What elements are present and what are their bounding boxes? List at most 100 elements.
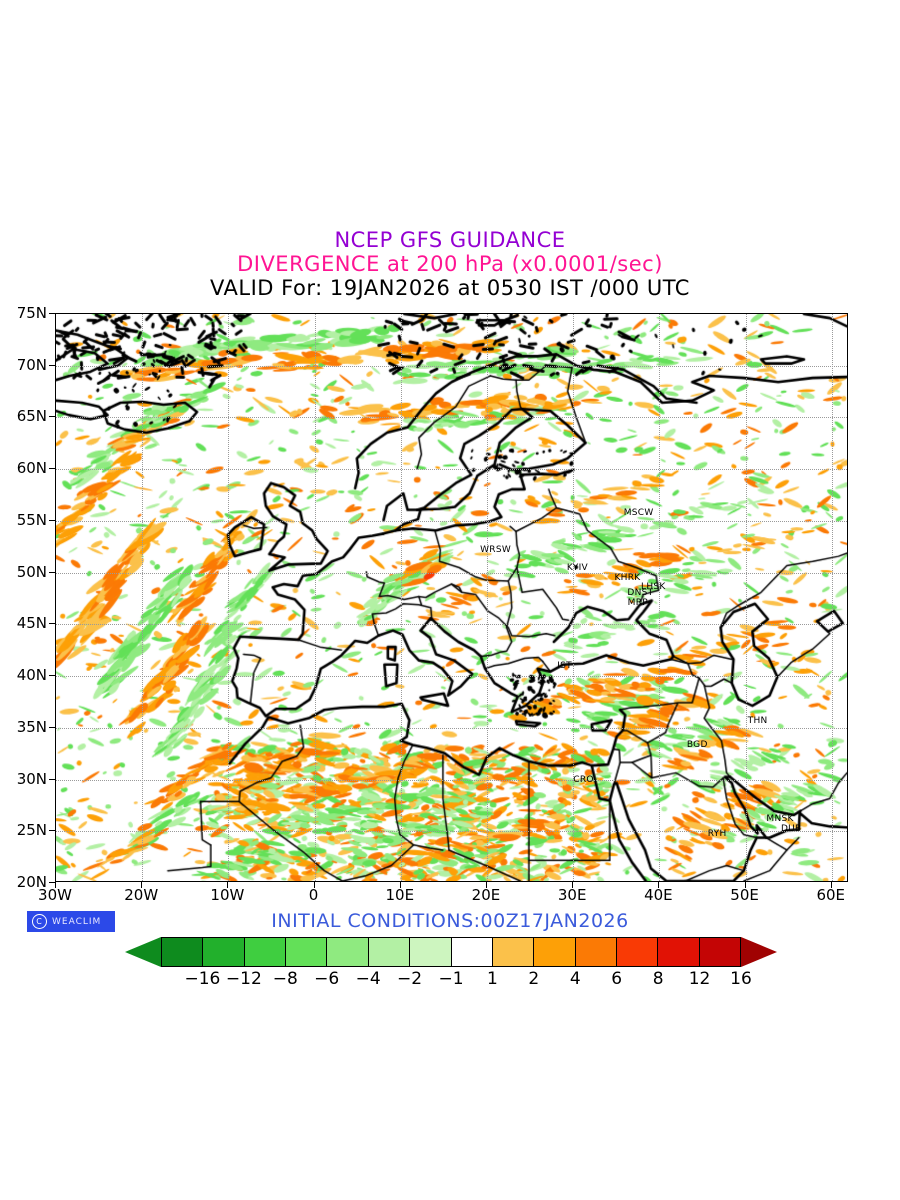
x-tick-mark [744,882,746,888]
x-tick-label: 20W [124,886,159,904]
colorbar-tick-label: −6 [314,969,340,989]
colorbar-cell [658,938,700,966]
x-tick-label: 10E [385,886,415,904]
grid-line-lon [142,314,144,881]
x-tick-label: 50E [730,886,759,904]
x-tick-mark [55,882,56,888]
y-tick-label: 30N [16,769,47,788]
y-tick-mark [49,364,55,366]
y-tick-label: 25N [16,821,47,840]
title-variable-line: DIVERGENCE at 200 hPa (x0.0001/sec) [237,252,663,276]
city-label: THN [747,715,768,726]
x-tick-mark [572,882,574,888]
colorbar-tick-label: 12 [688,969,711,989]
y-tick-mark [49,882,55,883]
city-label: KYIV [566,563,589,574]
y-tick-mark [49,468,55,470]
x-tick-label: 60E [816,886,846,904]
y-tick-label: 35N [16,717,47,736]
colorbar-tick-labels: −16 −12 −8 −6 −4 −2 −1 1 2 4 6 8 12 16 [161,969,751,993]
colorbar-cell [492,938,535,966]
colorbar-cell [699,938,741,966]
x-tick-mark [313,882,315,888]
x-tick-mark [227,882,229,888]
grid-line-lat [56,572,847,574]
x-tick-mark [658,882,660,888]
y-tick-label: 55N [16,510,47,529]
y-axis-latitude: 75N 70N 65N 60N 55N 50N 45N 40N 35N 30N 25N 20N [0,304,55,891]
x-tick-label: 30E [557,886,587,904]
colorbar-tick-label: −8 [272,969,298,989]
x-tick-mark [141,882,143,888]
y-tick-label: 65N [16,407,47,426]
grid-line-lat [56,417,847,419]
title-model-line: NCEP GFS GUIDANCE [334,228,566,252]
y-tick-mark [49,830,55,832]
weaclim-logo-text: WEACLIM [52,916,102,927]
x-tick-mark [399,882,401,888]
city-label: CRO [573,774,594,785]
colorbar-cell [286,938,328,966]
grid-line-lat [56,727,847,729]
city-label: MRP [627,597,648,608]
grid-line-lon [831,314,833,881]
city-label: IST [557,660,572,671]
colorbar-tick-label: −16 [184,969,221,989]
divergence-field-canvas [56,314,847,881]
city-label: KHRK [614,572,641,583]
colorbar-cells [161,937,741,967]
x-tick-label: 30W [38,886,72,904]
y-tick-mark [49,623,55,625]
colorbar-cell [410,938,452,966]
colorbar-arrow-min [125,937,161,967]
y-tick-label: 50N [16,562,47,581]
initial-conditions-label: INITIAL CONDITIONS:00Z17JAN2026 [271,910,629,932]
grid-line-lat [56,831,847,833]
colorbar-tick-label: 8 [652,969,664,989]
city-label: MNSK [766,813,794,824]
y-tick-label: 70N [16,355,47,374]
colorbar-cell [162,938,204,966]
grid-line-lon [745,314,747,881]
y-tick-label: 20N [16,873,47,891]
y-tick-mark [49,726,55,728]
colorbar-cell [203,938,245,966]
colorbar-tick-label: 1 [487,969,498,989]
grid-line-lat [56,779,847,781]
colorbar-cell [244,938,287,966]
y-tick-label: 45N [16,614,47,633]
colorbar-tick-label: 2 [528,969,540,989]
x-tick-mark [830,882,832,888]
y-tick-label: 60N [16,459,47,478]
x-tick-label: 10W [210,886,245,904]
colorbar-cell [368,938,411,966]
colorbar-tick-label: −1 [438,969,464,989]
y-tick-label: 75N [16,304,47,322]
city-label: DUB [780,824,802,835]
colorbar-cell [327,938,369,966]
x-tick-label: 0 [308,886,319,904]
y-tick-mark [49,313,55,314]
map-plot-area[interactable]: MSCW WRSW KYIV KHRK LHSK DNST MRP IST THN BGD CRO M… [55,313,848,882]
x-tick-label: 40E [644,886,673,904]
colorbar-tick-label: −2 [397,969,423,989]
city-label: BGD [686,740,708,751]
copyright-icon: C [32,914,47,929]
y-tick-mark [49,778,55,780]
x-axis-longitude: 30W 20W 10W 0 10E 20E 30E 40E 50E 60E [38,882,848,912]
y-tick-label: 40N [16,666,47,685]
colorbar-tick-label: 4 [569,969,581,989]
grid-line-lat [56,520,847,522]
grid-line-lon [400,314,402,881]
weaclim-logo: C WEACLIM [27,911,115,932]
colorbar-arrow-max [741,937,777,967]
colorbar-tick-label: −4 [355,969,381,989]
grid-line-lon [228,314,230,881]
colorbar-cell [616,938,659,966]
y-tick-mark [49,416,55,418]
grid-line-lon [486,314,488,881]
grid-line-lat [56,676,847,678]
colorbar-tick-label: 6 [611,969,623,989]
y-tick-mark [49,571,55,573]
grid-line-lon [659,314,661,881]
